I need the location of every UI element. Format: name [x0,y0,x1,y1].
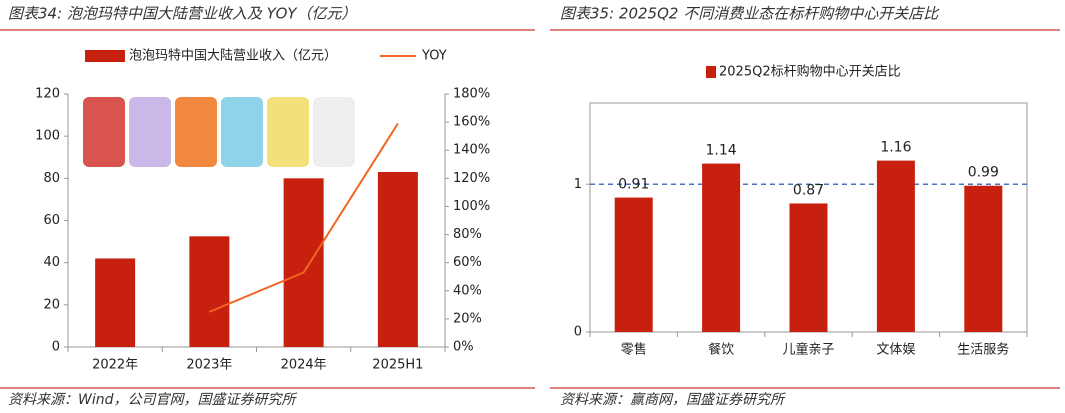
bar [377,172,418,347]
x-tick-label: 2025H1 [372,358,423,373]
y-tick-label: 40 [43,255,60,270]
legend-label: 泡泡玛特中国大陆营业收入（亿元） [129,48,337,64]
y-tick-label: 0 [574,325,582,340]
legend-swatch [706,66,716,78]
x-tick-label: 零售 [621,342,647,358]
y-tick-label: 100 [35,129,60,144]
y2-tick-label: 120% [453,171,490,186]
y-tick-label: 1 [574,177,582,192]
toy-image [313,97,355,167]
bar [95,258,136,347]
data-label: 0.87 [793,182,824,198]
data-label: 0.99 [968,165,999,181]
x-tick-label: 生活服务 [957,342,1009,358]
y-tick-label: 120 [35,87,60,102]
toy-images [83,97,355,167]
toy-image [83,97,125,167]
bar [614,197,653,332]
toy-image [267,97,309,167]
data-label: 1.16 [880,140,911,156]
toy-image [221,97,263,167]
chart-title: 图表35: 2025Q2 不同消费业态在标杆购物中心开关店比 [560,5,940,23]
y2-tick-label: 180% [453,87,490,102]
bar [702,163,741,332]
toy-image [129,97,171,167]
legend-label: 2025Q2标杆购物中心开关店比 [719,64,901,80]
y-tick-label: 60 [43,213,60,228]
source: 资料来源：Wind，公司官网，国盛证券研究所 [8,392,297,408]
x-tick-label: 2023年 [186,358,232,373]
bar [964,185,1003,332]
y2-tick-label: 160% [453,115,490,130]
bar [189,236,230,347]
y2-tick-label: 100% [453,199,490,214]
y2-tick-label: 20% [453,311,482,326]
y2-tick-label: 40% [453,283,482,298]
bar [283,178,324,347]
bar [789,203,828,332]
x-tick-label: 2024年 [281,358,327,373]
y-tick-label: 80 [43,171,60,186]
y2-tick-label: 80% [453,227,482,242]
x-tick-label: 餐饮 [708,342,734,358]
bar [876,160,915,332]
y2-tick-label: 140% [453,143,490,158]
toy-image [175,97,217,167]
chart-title: 图表34: 泡泡玛特中国大陆营业收入及 YOY（亿元） [8,5,357,23]
x-tick-label: 2022年 [92,358,138,373]
source: 资料来源：赢商网，国盛证券研究所 [560,392,786,408]
y-tick-label: 0 [52,340,60,355]
legend-swatch [85,50,125,62]
y-tick-label: 20 [43,297,60,312]
legend-label: YOY [421,49,447,64]
y2-tick-label: 0% [453,340,474,355]
y2-tick-label: 60% [453,255,482,270]
x-tick-label: 文体娱 [876,343,915,358]
data-label: 0.91 [618,177,649,193]
x-tick-label: 儿童亲子 [782,342,834,358]
line [208,122,399,313]
data-label: 1.14 [706,143,737,159]
